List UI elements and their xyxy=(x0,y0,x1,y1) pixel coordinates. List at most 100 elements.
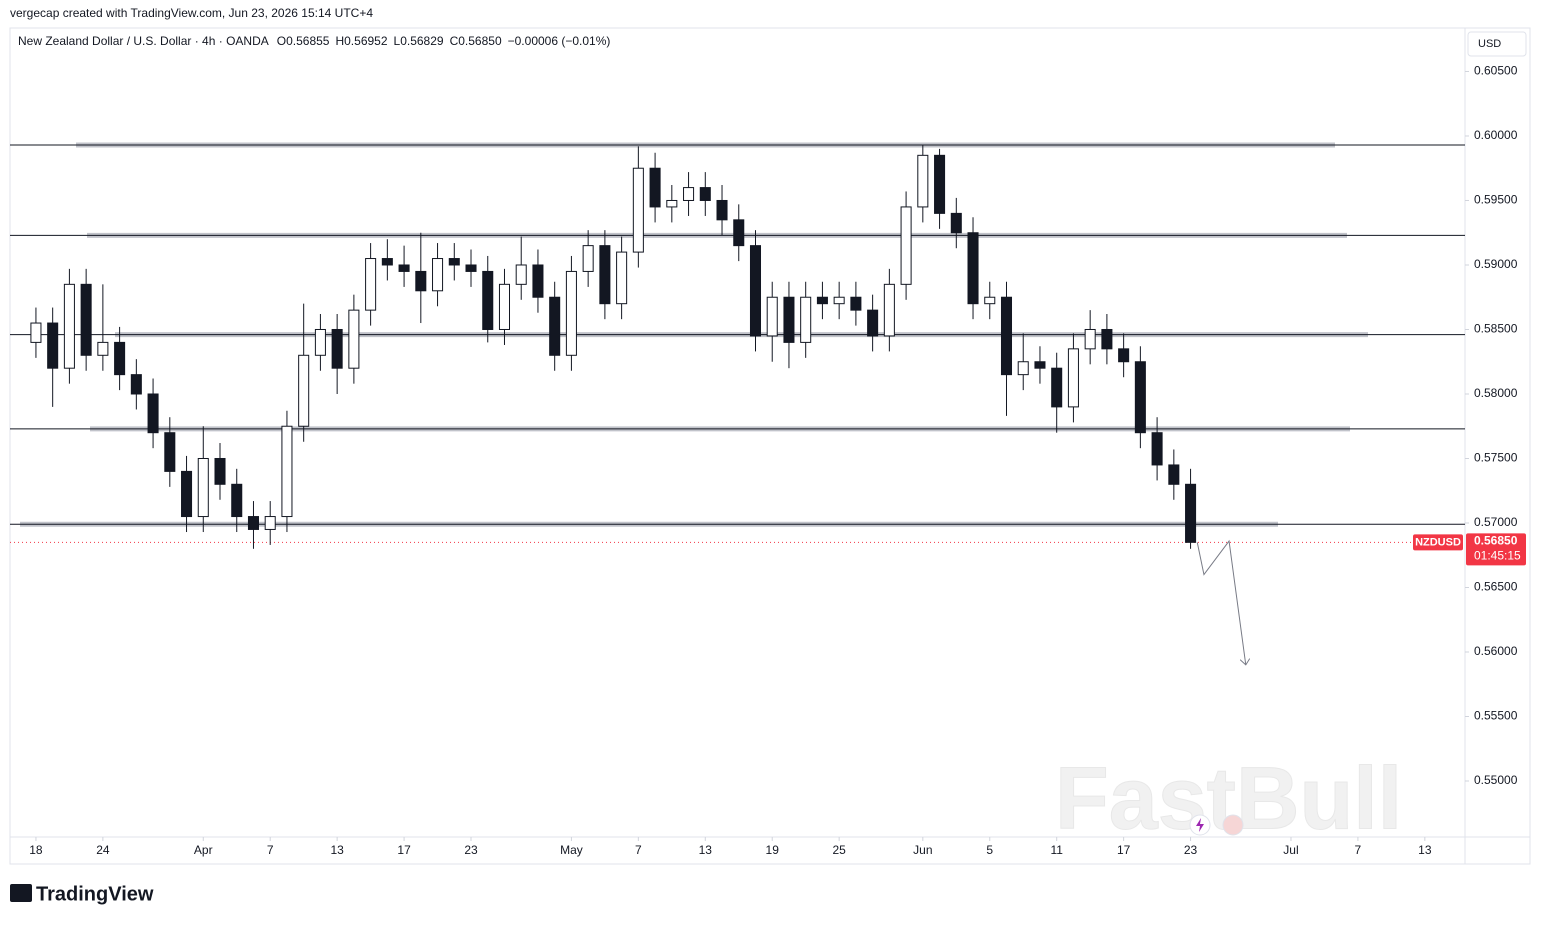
candle-body xyxy=(1034,361,1046,369)
y-tick-label: 0.59500 xyxy=(1474,193,1518,207)
candle-body xyxy=(247,516,259,530)
y-tick-label: 0.57500 xyxy=(1474,451,1518,465)
y-tick-label: 0.56500 xyxy=(1474,580,1518,594)
x-tick-label: 17 xyxy=(397,843,411,857)
candle-body xyxy=(917,154,929,208)
candle-body xyxy=(816,296,828,305)
x-tick-label: 24 xyxy=(96,843,110,857)
candle-body xyxy=(616,251,628,305)
x-tick-label: Jul xyxy=(1283,843,1298,857)
candle-body xyxy=(197,457,209,518)
y-tick-label: 0.60500 xyxy=(1474,64,1518,78)
x-tick-label: 13 xyxy=(330,843,344,857)
candle-body xyxy=(1101,328,1113,350)
candle-body xyxy=(448,258,460,266)
candle-body xyxy=(582,245,594,272)
candle-body xyxy=(532,264,544,298)
candle-body xyxy=(1151,432,1163,466)
logo-mark xyxy=(10,884,32,902)
x-tick-label: 5 xyxy=(986,843,993,857)
x-tick-label: 13 xyxy=(1418,843,1432,857)
candle-body xyxy=(381,258,393,266)
header: vergecap created with TradingView.com, J… xyxy=(10,6,373,20)
candle-body xyxy=(950,212,962,234)
y-tick-label: 0.57000 xyxy=(1474,515,1518,529)
x-tick-label: 11 xyxy=(1050,843,1063,857)
event-icon-bolt xyxy=(1196,818,1204,832)
candle-body xyxy=(666,199,678,208)
candle-body xyxy=(632,167,644,253)
x-tick-label: May xyxy=(560,843,583,857)
y-tick-label: 0.59000 xyxy=(1474,257,1518,271)
candle-body xyxy=(649,167,661,208)
candle-body xyxy=(1000,296,1013,376)
candle-body xyxy=(47,322,59,369)
ohlc-legend-item: L0.56829 xyxy=(394,34,444,48)
x-tick-label: 13 xyxy=(699,843,713,857)
candle-body xyxy=(348,309,360,369)
candle-body xyxy=(80,283,92,356)
candle-body xyxy=(482,270,494,330)
y-tick-label: 0.55500 xyxy=(1474,709,1518,723)
symbol-info: New Zealand Dollar / U.S. Dollar · 4h · … xyxy=(18,34,269,48)
y-tick-label: 0.55000 xyxy=(1474,773,1518,787)
x-tick-label: 19 xyxy=(766,843,780,857)
candle-body xyxy=(900,206,912,285)
ohlc-legend-item: O0.56855 xyxy=(277,34,330,48)
x-tick-label: 7 xyxy=(1355,843,1362,857)
chart-frame xyxy=(9,27,1531,865)
candle-body xyxy=(867,309,879,337)
candle-body xyxy=(800,296,812,343)
candle-body xyxy=(716,199,728,221)
candle-body xyxy=(515,264,527,285)
candle-body xyxy=(281,425,293,518)
candle-body xyxy=(783,296,795,343)
candle-body xyxy=(398,264,410,272)
candle-body xyxy=(415,270,427,292)
candle-body xyxy=(432,258,444,292)
candle-body xyxy=(231,483,243,518)
candle-body xyxy=(63,283,75,369)
candle-body xyxy=(97,341,109,356)
candle-body xyxy=(934,154,946,214)
price-tag-bg xyxy=(1466,533,1526,566)
x-tick-label: 25 xyxy=(832,843,846,857)
candle-body xyxy=(214,457,226,485)
candle-body xyxy=(365,258,377,311)
price-tag: 0.56850 xyxy=(1474,534,1518,548)
candle-body xyxy=(1051,367,1063,408)
x-tick-label: Jun xyxy=(913,843,932,857)
candle-body xyxy=(1134,361,1146,434)
candle-body xyxy=(850,296,862,311)
projection-path xyxy=(1196,539,1246,665)
candle-body xyxy=(1185,483,1197,543)
x-tick-label: 23 xyxy=(464,843,478,857)
candle-body xyxy=(1084,328,1096,350)
candle-body xyxy=(1118,348,1130,363)
candle-body xyxy=(264,516,276,530)
candle-body xyxy=(181,470,193,518)
candle-body xyxy=(314,328,326,356)
currency[interactable]: USD xyxy=(1478,38,1501,50)
candle-body xyxy=(733,219,745,247)
ohlc-legend-item: H0.56952 xyxy=(335,34,387,48)
y-tick-label: 0.58000 xyxy=(1474,386,1518,400)
candle-body xyxy=(565,270,577,356)
ohlc-legend-item: −0.00006 (−0.01%) xyxy=(508,34,611,48)
x-tick-label: Apr xyxy=(194,843,213,857)
candle-body xyxy=(833,296,845,305)
event-icon-us[interactable] xyxy=(1222,814,1244,836)
currency-button[interactable] xyxy=(1467,31,1527,57)
x-tick-label: 18 xyxy=(29,843,43,857)
candle-body xyxy=(498,283,511,330)
candle-body xyxy=(298,354,310,427)
y-tick-label: 0.58500 xyxy=(1474,322,1518,336)
symbol-tag-bg xyxy=(1413,534,1463,551)
candle-body xyxy=(1017,361,1029,376)
candle-body xyxy=(1168,464,1180,485)
candle-body xyxy=(1067,348,1079,408)
candle-body xyxy=(465,264,477,272)
candle-body xyxy=(699,187,711,201)
